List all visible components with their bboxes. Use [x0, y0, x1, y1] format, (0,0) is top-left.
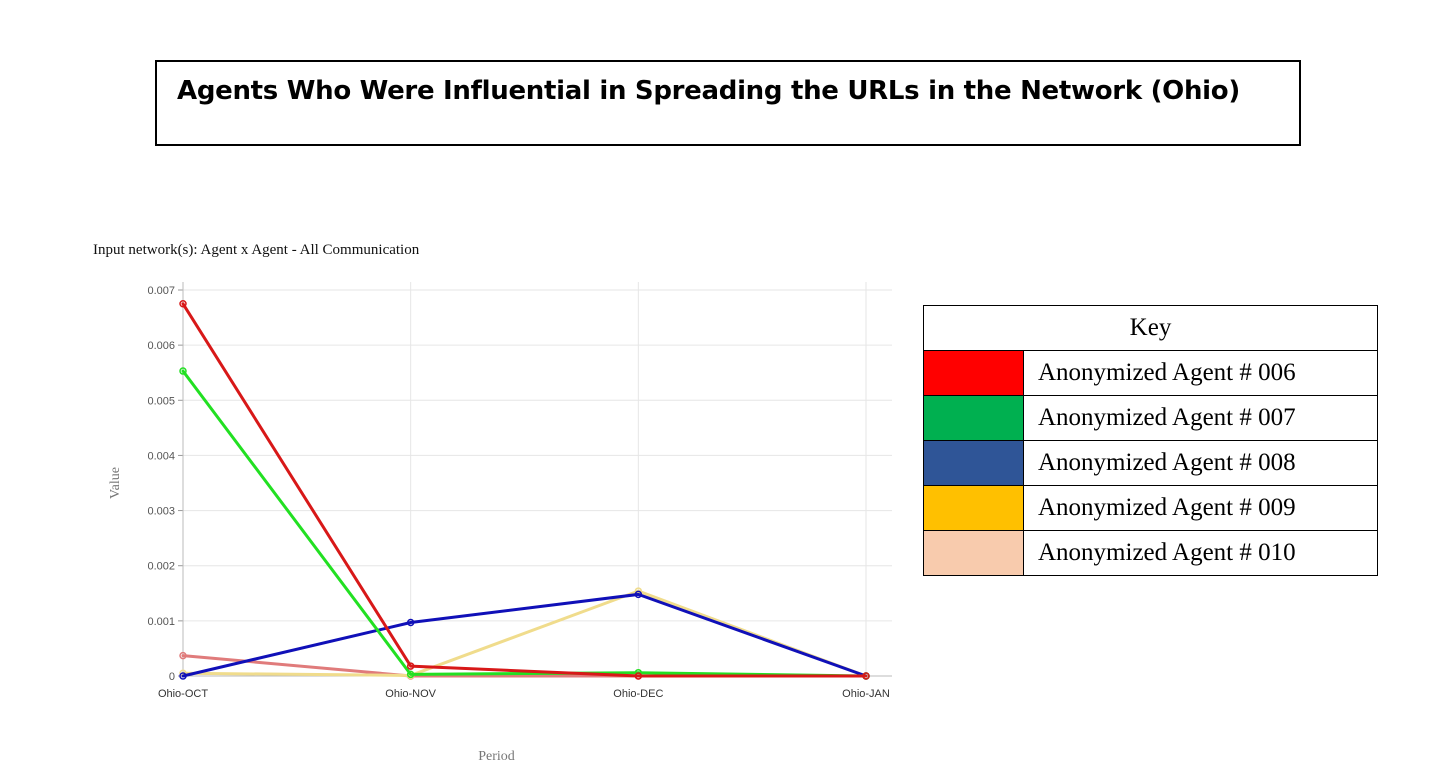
y-tick-label: 0.006 — [147, 340, 175, 352]
key-row: Anonymized Agent # 009 — [923, 485, 1378, 531]
key-row: Anonymized Agent # 007 — [923, 395, 1378, 441]
key-table: Key Anonymized Agent # 006 Anonymized Ag… — [923, 305, 1378, 576]
series-line — [181, 589, 868, 678]
key-swatch — [923, 440, 1024, 486]
key-row: Anonymized Agent # 010 — [923, 530, 1378, 576]
key-row: Anonymized Agent # 006 — [923, 350, 1378, 396]
data-point — [406, 670, 415, 679]
key-row: Anonymized Agent # 008 — [923, 440, 1378, 486]
page-title: Agents Who Were Influential in Spreading… — [177, 76, 1240, 106]
key-swatch — [923, 350, 1024, 396]
y-tick-label: 0.004 — [147, 450, 175, 462]
y-tick-label: 0.002 — [147, 561, 175, 573]
data-point — [634, 672, 643, 680]
data-point — [634, 590, 643, 599]
key-swatch — [923, 530, 1024, 576]
data-point — [179, 651, 187, 660]
key-label: Anonymized Agent # 010 — [1023, 530, 1378, 576]
y-axis-label: Value — [108, 467, 123, 499]
series-line — [181, 369, 868, 678]
key-label: Anonymized Agent # 007 — [1023, 395, 1378, 441]
x-tick-label: Ohio-NOV — [385, 688, 436, 700]
key-label: Anonymized Agent # 008 — [1023, 440, 1378, 486]
y-tick-label: 0.001 — [147, 616, 175, 628]
y-tick-label: 0.003 — [147, 506, 175, 518]
series-line — [181, 302, 868, 678]
network-label: Input network(s): Agent x Agent - All Co… — [93, 242, 420, 258]
line-chart: 0 0.001 0.002 0.003 0.004 0.005 0.006 0.007 Ohio… — [108, 282, 892, 764]
data-point — [406, 618, 415, 627]
data-point — [179, 672, 187, 680]
key-header-row: Key — [923, 305, 1378, 351]
y-tick-label: 0.007 — [147, 285, 175, 297]
series-line — [181, 592, 868, 678]
key-heading: Key — [923, 305, 1378, 351]
x-axis-label: Period — [478, 749, 515, 764]
data-point — [179, 367, 187, 375]
key-swatch — [923, 395, 1024, 441]
y-tick-label: 0 — [169, 671, 175, 683]
x-tick-label: Ohio-OCT — [158, 688, 208, 700]
title-box: Agents Who Were Influential in Spreading… — [155, 60, 1301, 146]
data-point — [406, 662, 415, 670]
x-tick-label: Ohio-JAN — [842, 688, 890, 700]
data-point — [862, 672, 870, 680]
y-tick-label: 0.005 — [147, 395, 175, 407]
key-swatch — [923, 485, 1024, 531]
key-label: Anonymized Agent # 006 — [1023, 350, 1378, 396]
x-tick-label: Ohio-DEC — [613, 688, 663, 700]
key-label: Anonymized Agent # 009 — [1023, 485, 1378, 531]
data-point — [179, 300, 187, 308]
